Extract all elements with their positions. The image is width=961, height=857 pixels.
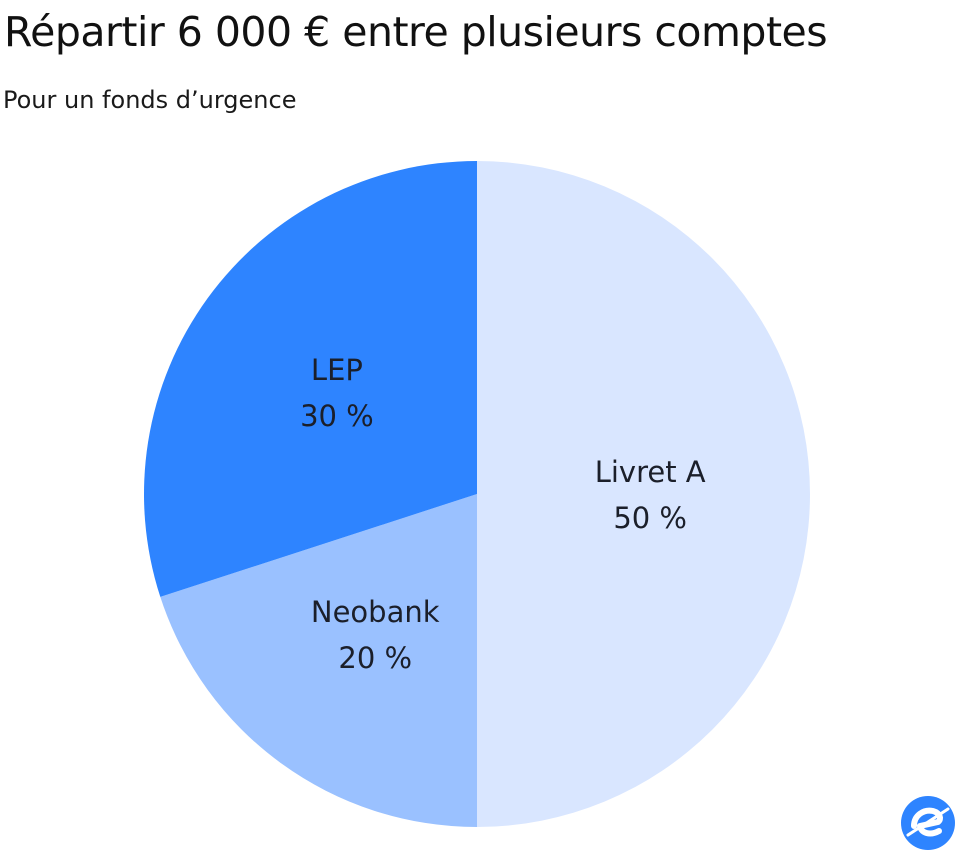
chart-subtitle: Pour un fonds d’urgence — [3, 86, 297, 114]
e-logo-icon — [901, 796, 955, 850]
slice-value-label: 50 % — [613, 501, 687, 535]
chart-title: Répartir 6 000 € entre plusieurs comptes — [4, 8, 828, 56]
pie-slice-neobank — [160, 494, 477, 827]
slice-label: Livret A — [595, 455, 706, 489]
slice-value-label: 30 % — [300, 399, 374, 433]
slice-value-label: 20 % — [338, 641, 412, 675]
slice-label: LEP — [311, 353, 363, 387]
slice-label: Neobank — [311, 595, 440, 629]
pie-slice-lep — [143, 161, 477, 597]
pie-slice-livret-a — [477, 161, 810, 827]
